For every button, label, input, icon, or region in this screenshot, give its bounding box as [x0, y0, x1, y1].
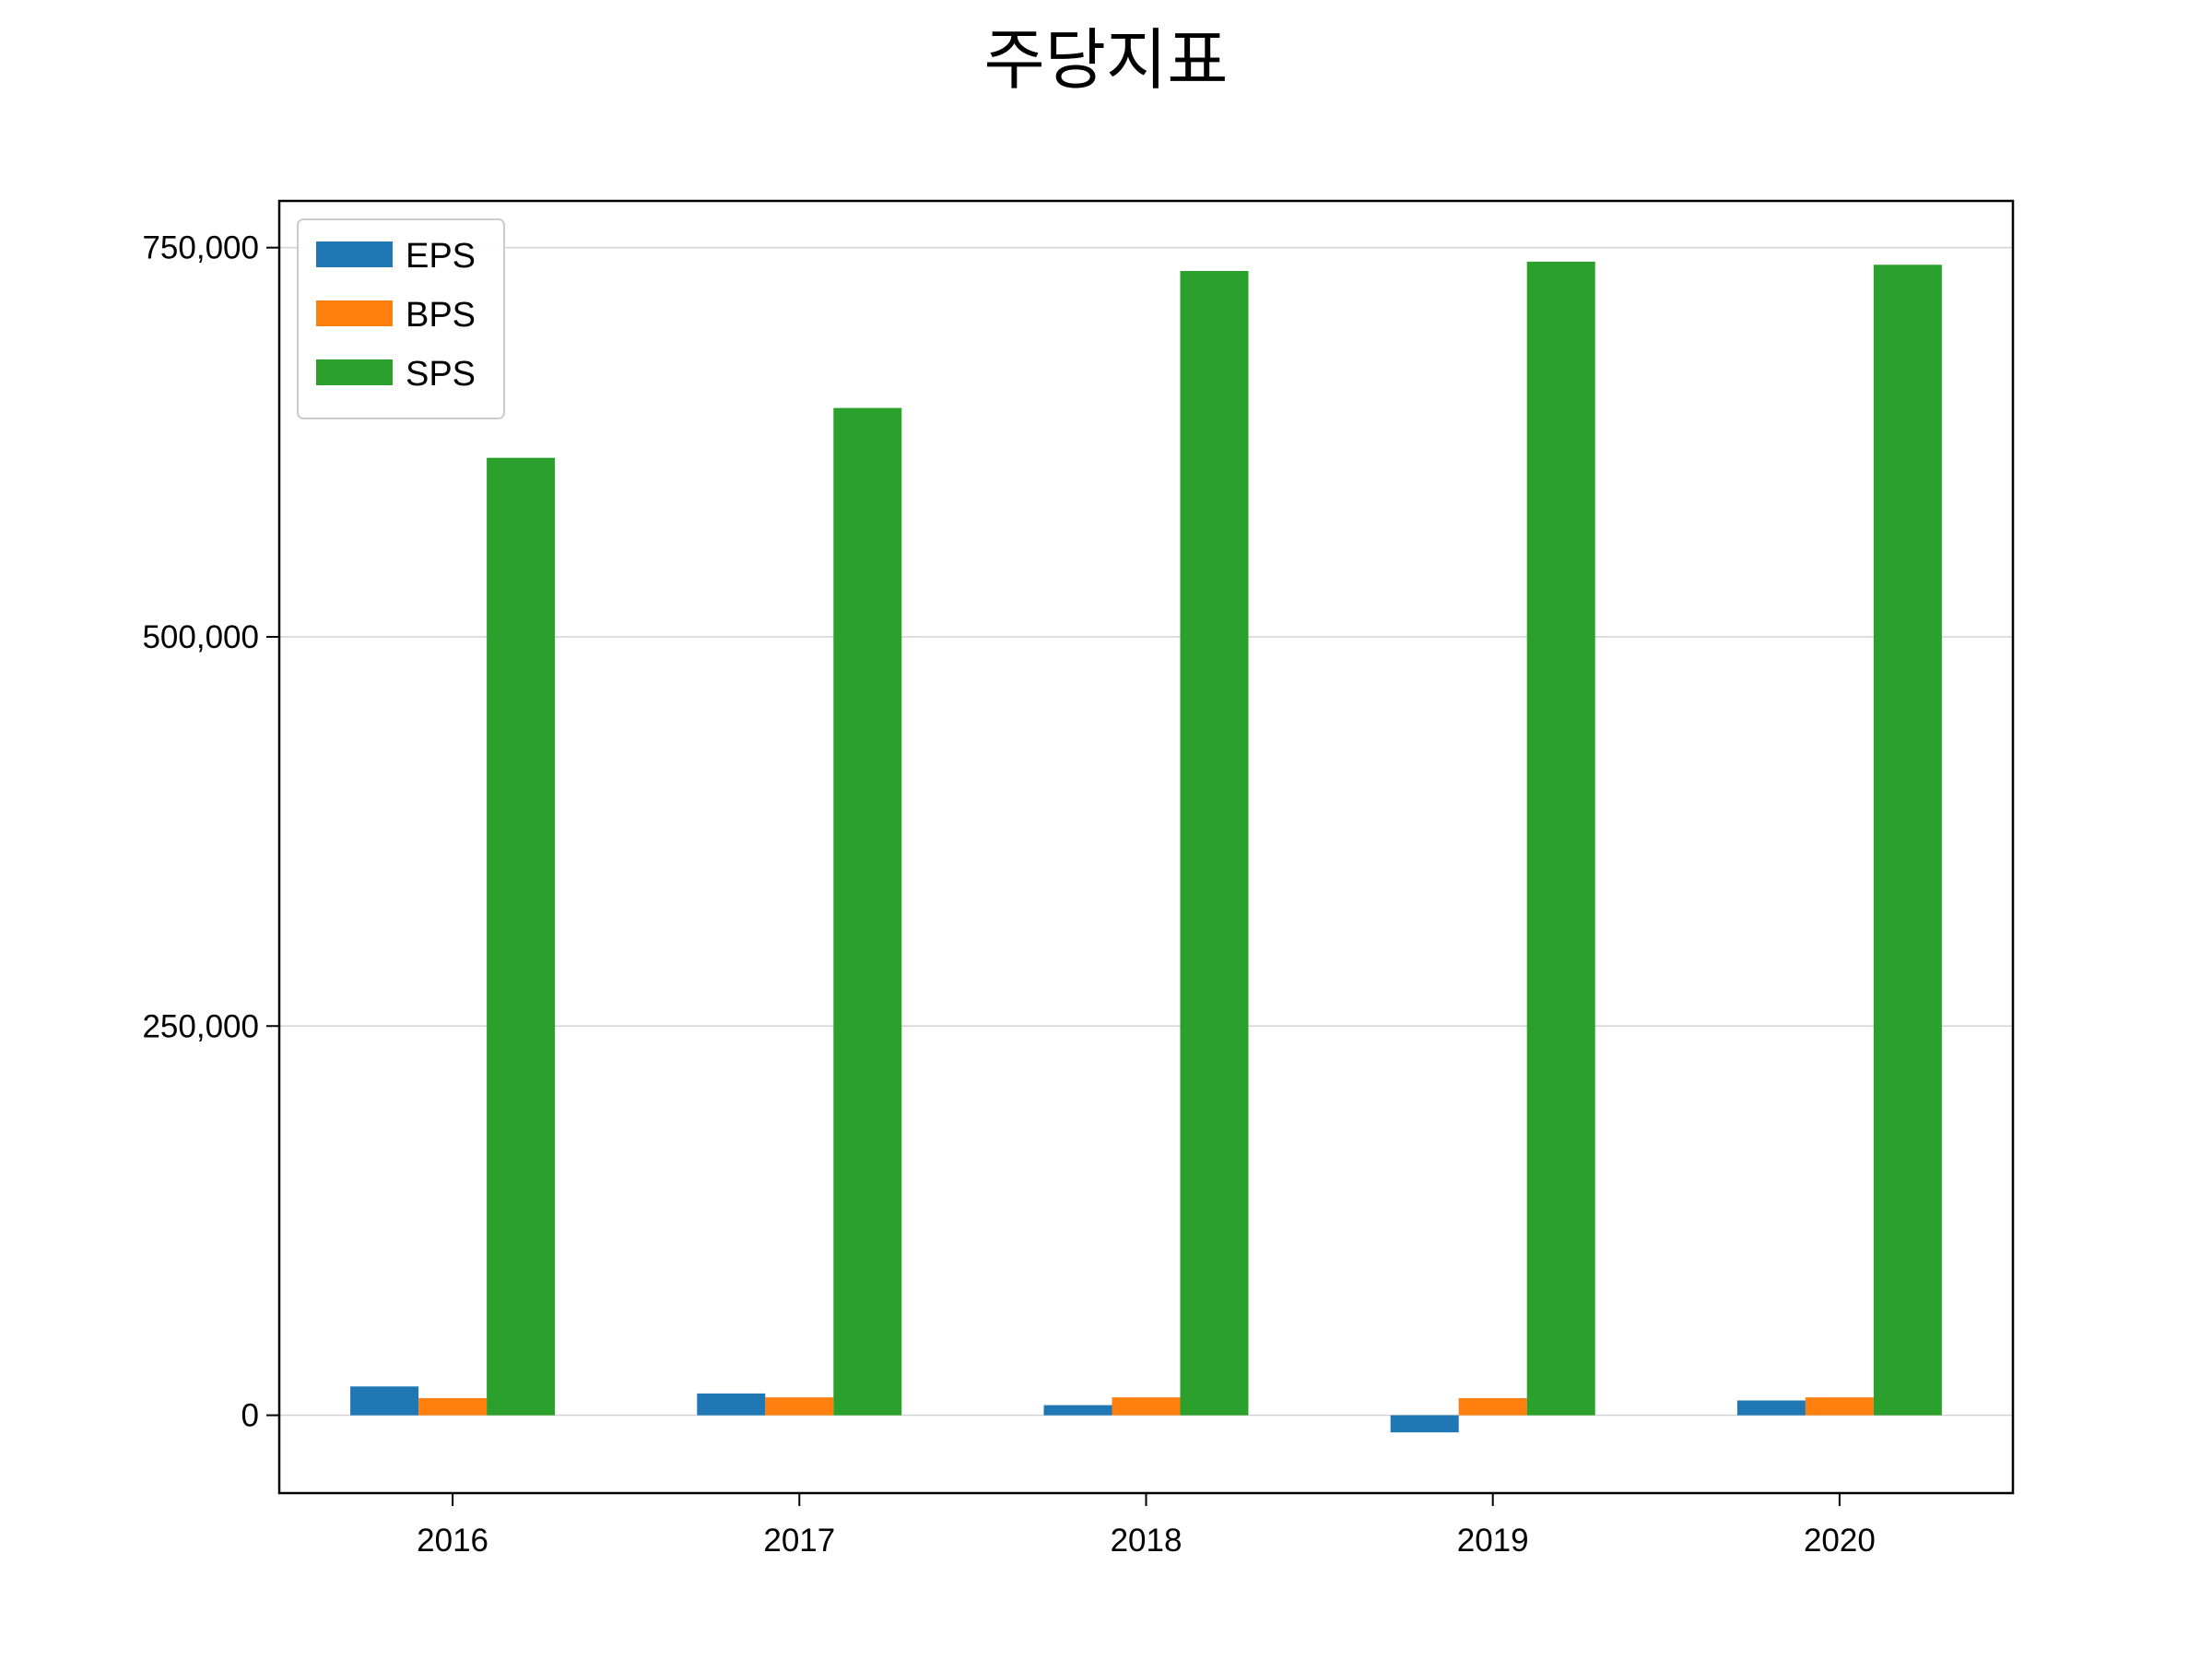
legend-swatch-eps	[316, 241, 393, 267]
bar-sps-2016	[487, 457, 556, 1416]
x-tick-label: 2017	[763, 1523, 835, 1559]
y-tick-label: 250,000	[142, 1008, 259, 1044]
x-tick-label: 2020	[1804, 1523, 1876, 1559]
legend-label-eps: EPS	[406, 237, 476, 276]
y-tick-label: 0	[241, 1398, 259, 1434]
axis-ticks: 0 250,000 500,000 750,000 2016 2017 2018 2019 20…	[142, 230, 1875, 1559]
bar-eps-2019	[1390, 1415, 1459, 1433]
y-tick-label: 750,000	[142, 230, 259, 266]
bar-sps-2019	[1526, 261, 1595, 1416]
bar-eps-2016	[350, 1386, 419, 1416]
legend-swatch-sps	[316, 359, 393, 385]
bar-bps-2020	[1805, 1397, 1874, 1416]
bar-eps-2017	[697, 1393, 766, 1416]
legend-label-sps: SPS	[406, 355, 476, 394]
bar-sps-2017	[833, 407, 902, 1416]
x-tick-label: 2016	[417, 1523, 488, 1559]
bar-bps-2018	[1112, 1397, 1181, 1416]
x-tick-label: 2018	[1111, 1523, 1182, 1559]
bars	[350, 261, 1942, 1433]
bar-bps-2019	[1458, 1397, 1527, 1416]
x-tick-label: 2019	[1457, 1523, 1529, 1559]
y-tick-label: 500,000	[142, 619, 259, 655]
legend: EPS BPS SPS	[297, 218, 505, 419]
legend-label-bps: BPS	[406, 296, 476, 335]
bar-eps-2018	[1043, 1405, 1112, 1416]
bar-bps-2016	[418, 1397, 488, 1416]
bar-bps-2017	[765, 1397, 834, 1416]
legend-swatch-bps	[316, 300, 393, 326]
bar-sps-2020	[1873, 265, 1942, 1416]
bar-eps-2020	[1736, 1400, 1806, 1416]
chart-title: 주당지표	[984, 21, 1229, 99]
bar-sps-2018	[1180, 271, 1249, 1416]
